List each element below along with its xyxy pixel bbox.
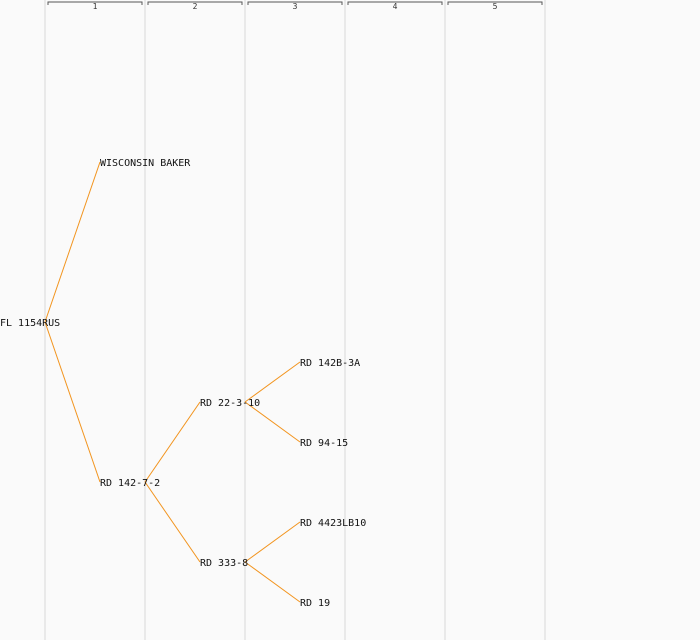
- generation-label: 5: [493, 2, 498, 11]
- pedigree-edge: [144, 401, 201, 483]
- pedigree-edge: [244, 401, 301, 443]
- pedigree-node: RD 333-8: [200, 558, 248, 569]
- pedigree-edge: [244, 361, 301, 403]
- pedigree-node: RD 22-3-10: [200, 398, 260, 409]
- generation-bracket: [47, 1, 143, 5]
- pedigree-edge: [144, 481, 201, 563]
- generation-label: 3: [293, 2, 298, 11]
- pedigree-edge: [44, 161, 101, 323]
- pedigree-node: RD 94-15: [300, 438, 348, 449]
- generation-bracket: [247, 1, 343, 5]
- pedigree-node: WISCONSIN BAKER: [100, 158, 191, 169]
- generation-bracket: [147, 1, 243, 5]
- generation-label: 4: [393, 2, 398, 11]
- pedigree-node: RD 142-7-2: [100, 478, 160, 489]
- generation-label: 1: [93, 2, 98, 11]
- pedigree-edge: [244, 561, 301, 603]
- pedigree-node: RD 19: [300, 598, 330, 609]
- generation-bracket: [347, 1, 443, 5]
- pedigree-edge: [244, 521, 301, 563]
- tree-edges: [44, 161, 301, 603]
- generation-columns: 1 2 3 4 5: [44, 0, 546, 640]
- generation-label: 2: [193, 2, 198, 11]
- pedigree-node: RD 4423LB10: [300, 518, 366, 529]
- pedigree-node: RD 142B-3A: [300, 358, 360, 369]
- pedigree-node: FL 1154RUS: [0, 318, 60, 329]
- generation-bracket: [447, 1, 543, 5]
- pedigree-edge: [44, 321, 101, 483]
- tree-nodes: FL 1154RUS WISCONSIN BAKER RD 142-7-2 RD 22…: [0, 158, 366, 609]
